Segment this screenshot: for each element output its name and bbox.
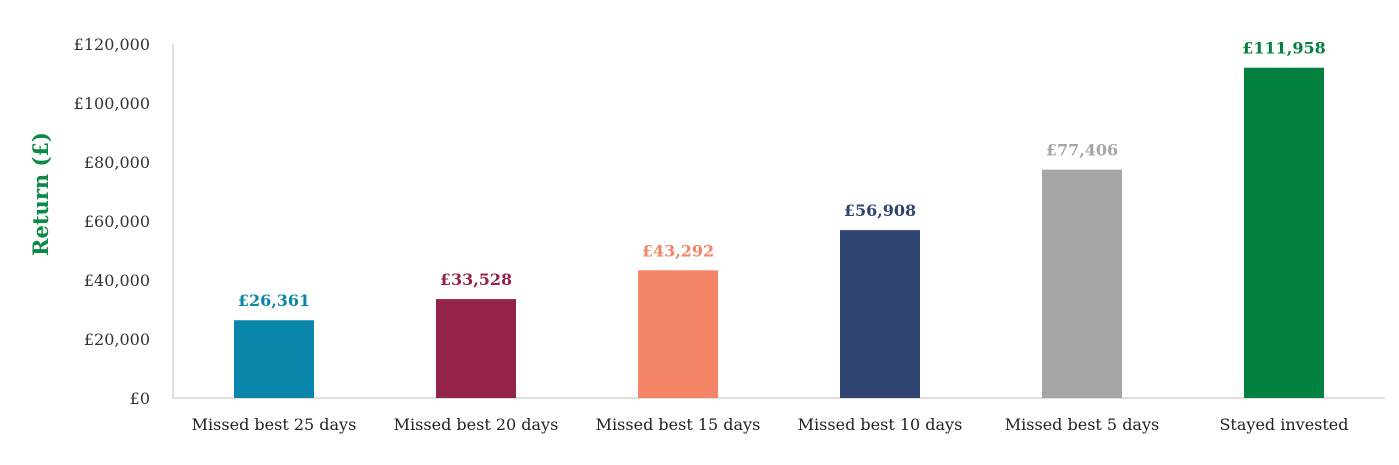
bar bbox=[436, 299, 516, 398]
y-tick-label: £20,000 bbox=[84, 330, 150, 349]
bar bbox=[1244, 67, 1324, 398]
x-tick-label: Missed best 5 days bbox=[1005, 415, 1159, 434]
data-label: £77,406 bbox=[1046, 141, 1118, 160]
data-label: £56,908 bbox=[844, 201, 916, 220]
x-tick-label: Missed best 10 days bbox=[798, 415, 963, 434]
x-tick-label: Missed best 25 days bbox=[192, 415, 357, 434]
x-tick-label: Missed best 20 days bbox=[394, 415, 559, 434]
y-axis-label: Return (£) bbox=[28, 132, 53, 256]
data-label: £111,958 bbox=[1242, 39, 1326, 58]
x-tick-label: Missed best 15 days bbox=[596, 415, 761, 434]
y-tick-label: £0 bbox=[130, 389, 150, 408]
category-labels: Missed best 25 days Missed best 20 days Mi… bbox=[192, 415, 1349, 434]
y-tick-label: £40,000 bbox=[84, 271, 150, 290]
data-label: £26,361 bbox=[238, 291, 310, 310]
y-tick-label: £80,000 bbox=[84, 153, 150, 172]
bars bbox=[234, 67, 1324, 398]
y-tick-label: £120,000 bbox=[74, 35, 150, 54]
data-label: £33,528 bbox=[440, 270, 512, 289]
bar bbox=[234, 320, 314, 398]
data-label: £43,292 bbox=[642, 241, 714, 260]
y-tick-label: £100,000 bbox=[74, 94, 150, 113]
y-tick-label: £60,000 bbox=[84, 212, 150, 231]
y-axis: £0 £20,000 £40,000 £60,000 £80,000 £100,000 £1… bbox=[74, 35, 174, 408]
bar bbox=[1042, 169, 1122, 398]
x-tick-label: Stayed invested bbox=[1219, 415, 1348, 434]
bar bbox=[638, 270, 718, 398]
value-labels: £26,361 £33,528 £43,292 £56,908 £77,406 £111,… bbox=[238, 39, 1326, 311]
bar bbox=[840, 230, 920, 398]
